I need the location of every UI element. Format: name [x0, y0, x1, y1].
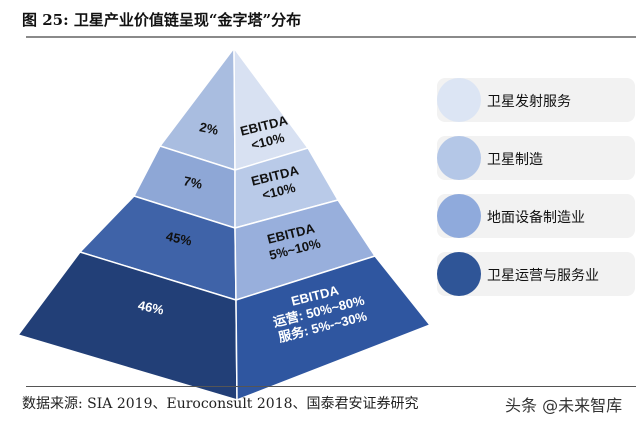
legend-swatch — [437, 194, 481, 238]
source-note: 数据来源: SIA 2019、Euroconsult 2018、国泰君安证券研究 — [22, 396, 419, 412]
legend-label: 卫星发射服务 — [487, 94, 571, 110]
layer-4-right-face — [235, 255, 432, 402]
layer-3-share: 45% — [165, 229, 194, 249]
layer-2-share: 7% — [182, 173, 204, 192]
legend-label: 卫星运营与服务业 — [487, 268, 599, 284]
bottom-rule — [26, 386, 636, 387]
figure-title: 图 25: 卫星产业价值链呈现“金字塔”分布 — [22, 11, 302, 29]
legend-swatch — [437, 136, 481, 180]
legend-item: 卫星制造 — [437, 136, 635, 180]
legend-item: 地面设备制造业 — [437, 194, 635, 238]
legend-item: 卫星发射服务 — [437, 78, 635, 122]
legend-item: 卫星运营与服务业 — [437, 252, 635, 296]
layer-4-share: 46% — [137, 298, 166, 318]
legend-swatch — [437, 78, 481, 122]
top-rule — [26, 36, 636, 38]
watermark: 头条 @未来智库 — [505, 396, 623, 415]
legend-label: 卫星制造 — [487, 152, 543, 168]
legend-swatch — [437, 252, 481, 296]
legend-label: 地面设备制造业 — [487, 210, 585, 226]
layer-1-share: 2% — [198, 119, 220, 138]
